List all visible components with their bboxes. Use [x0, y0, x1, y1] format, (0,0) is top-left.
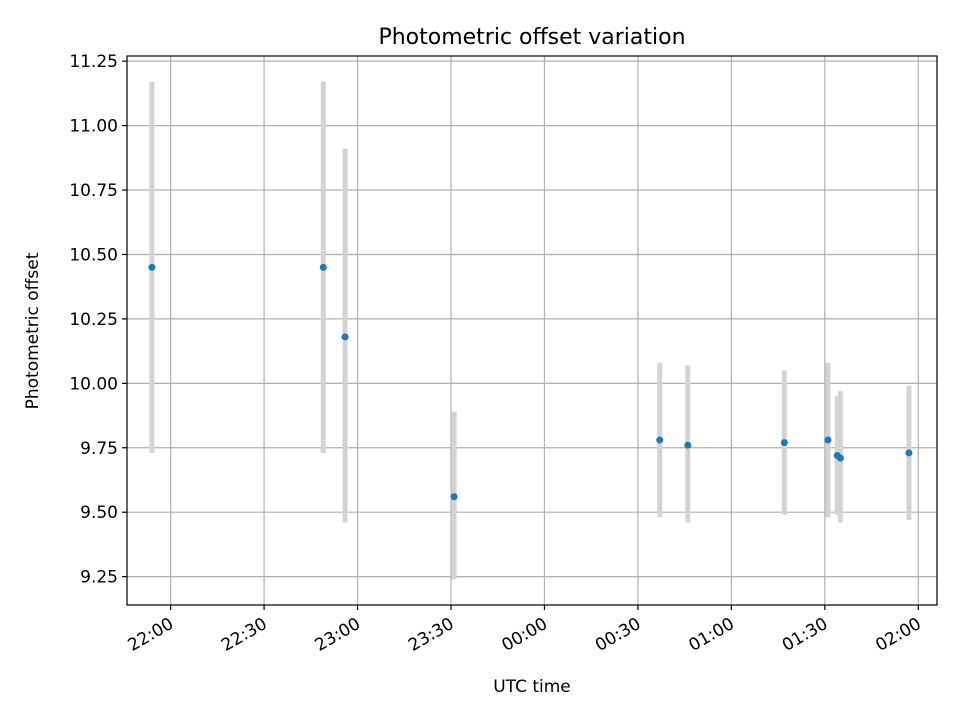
- data-point: [780, 439, 788, 447]
- x-tick-label: 01:30: [779, 614, 831, 656]
- y-tick-label: 9.75: [80, 439, 118, 459]
- y-tick-label: 9.25: [80, 568, 118, 588]
- x-tick-label: 00:30: [592, 614, 644, 656]
- data-points: [148, 263, 913, 501]
- y-axis-ticks: 9.25 9.50 9.75 10.00 10.25 10.50 10.75 11.00 11.…: [69, 52, 127, 588]
- data-point: [341, 333, 349, 341]
- data-point: [684, 441, 692, 449]
- data-point: [824, 436, 832, 444]
- data-point: [450, 493, 458, 501]
- x-axis-label: UTC time: [493, 677, 571, 697]
- data-point: [656, 436, 664, 444]
- y-tick-label: 10.00: [69, 374, 118, 394]
- error-bars: [149, 81, 912, 580]
- x-tick-label: 22:00: [125, 614, 177, 656]
- y-tick-label: 9.50: [80, 503, 118, 523]
- y-tick-label: 10.75: [69, 181, 118, 201]
- plot-frame: [126, 55, 938, 606]
- chart-title: Photometric offset variation: [378, 25, 685, 50]
- y-tick-label: 10.25: [69, 310, 118, 330]
- data-point: [319, 263, 327, 271]
- grid-lines: [127, 56, 937, 605]
- data-point: [905, 449, 913, 457]
- x-tick-label: 01:00: [685, 614, 737, 656]
- y-tick-label: 11.25: [69, 52, 118, 72]
- x-tick-label: 23:00: [312, 614, 364, 656]
- y-tick-label: 11.00: [69, 117, 118, 137]
- y-tick-label: 10.50: [69, 245, 118, 265]
- x-tick-label: 00:00: [499, 614, 551, 656]
- x-axis-ticks: 22:00 22:30 23:00 23:30 00:00 00:30 01:00 01:30…: [125, 605, 925, 656]
- y-axis-label: Photometric offset: [23, 252, 43, 409]
- data-point: [148, 263, 156, 271]
- x-tick-label: 22:30: [218, 614, 270, 656]
- x-tick-label: 23:30: [405, 614, 457, 656]
- x-tick-label: 02:00: [872, 614, 924, 656]
- data-point: [836, 454, 844, 462]
